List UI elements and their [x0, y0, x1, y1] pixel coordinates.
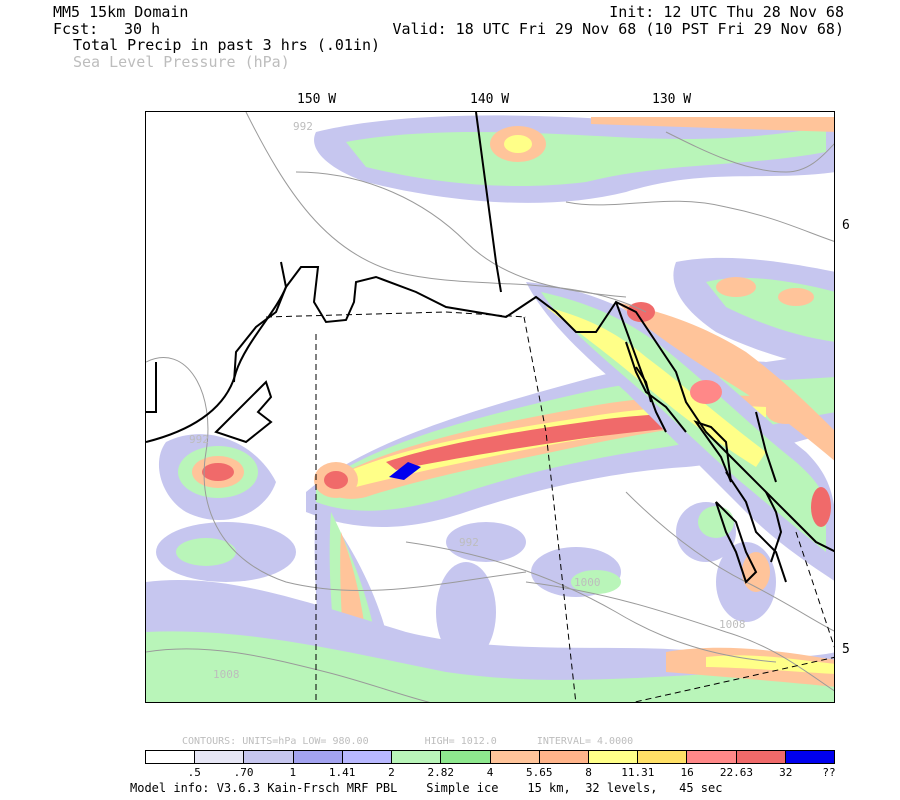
isobar-label: 992	[189, 433, 209, 446]
legend-label: 2.82	[427, 766, 454, 779]
legend-swatch	[244, 751, 294, 763]
legend-swatch	[293, 751, 343, 763]
legend-label: 1	[289, 766, 297, 779]
model-info: Model info: V3.6.3 Kain-Frsch MRF PBL Si…	[130, 781, 723, 795]
isobar-label: 1008	[213, 668, 240, 681]
legend-swatch	[146, 751, 196, 763]
coastlines	[146, 112, 834, 584]
precip-shading	[146, 115, 834, 702]
precip-field-title: Total Precip in past 3 hrs (.01in)	[73, 36, 381, 54]
legend-label: .70	[233, 766, 254, 779]
isobar-label: 992	[293, 120, 313, 133]
legend-label: 1.41	[328, 766, 356, 779]
legend-swatch	[342, 751, 393, 763]
lon-label-150w: 150 W	[297, 92, 337, 107]
legend-label: 5.65	[526, 766, 553, 779]
lat-label-lower: 5	[842, 642, 850, 657]
forecast-label: Fcst:	[53, 20, 99, 38]
isobar-label: 1008	[719, 618, 746, 631]
init-time: Init: 12 UTC Thu 28 Nov 68	[609, 3, 844, 21]
color-legend	[145, 750, 835, 764]
legend-swatch	[638, 751, 688, 763]
legend-swatch	[195, 751, 245, 763]
legend-label: 11.31	[621, 766, 655, 779]
lat-label-upper: 6	[842, 218, 850, 233]
legend-label: 16	[680, 766, 694, 779]
legend-label: 2	[388, 766, 395, 779]
contour-info: CONTOURS: UNITS=hPa LOW= 980.00 HIGH= 1012.0 I…	[182, 736, 634, 747]
legend-swatch	[392, 751, 442, 763]
legend-swatch	[736, 751, 786, 763]
domain-title: MM5 15km Domain	[53, 3, 189, 21]
legend-label: 22.63	[719, 766, 753, 779]
legend-label: 32	[779, 766, 793, 779]
lon-label-130w: 130 W	[652, 92, 692, 107]
legend-swatch	[441, 751, 491, 763]
legend-label: 8	[585, 766, 592, 779]
forecast-hour: 30 h	[124, 20, 161, 38]
legend-labels: .5 .70 1 1.41 2 2.82 4 5.65 8 11.31 16 22.63 32??	[145, 766, 836, 779]
valid-time: Valid: 18 UTC Fri 29 Nov 68 (10 PST Fri …	[392, 20, 844, 38]
precip-map: 992 992 992 1000 1008 1008	[145, 111, 835, 703]
legend-label: 4	[486, 766, 494, 779]
legend-swatch	[687, 751, 737, 763]
isobar-label: 1000	[574, 576, 601, 589]
lon-label-140w: 140 W	[470, 92, 510, 107]
legend-label: .5	[187, 766, 201, 779]
pressure-field-title: Sea Level Pressure (hPa)	[73, 53, 290, 71]
legend-swatch	[785, 751, 835, 763]
legend-swatch	[588, 751, 639, 763]
legend-swatch	[490, 751, 540, 763]
legend-label: ??	[822, 766, 836, 779]
legend-swatch	[539, 751, 589, 763]
isobar-label: 992	[459, 536, 479, 549]
map-canvas: 992 992 992 1000 1008 1008	[146, 112, 834, 702]
